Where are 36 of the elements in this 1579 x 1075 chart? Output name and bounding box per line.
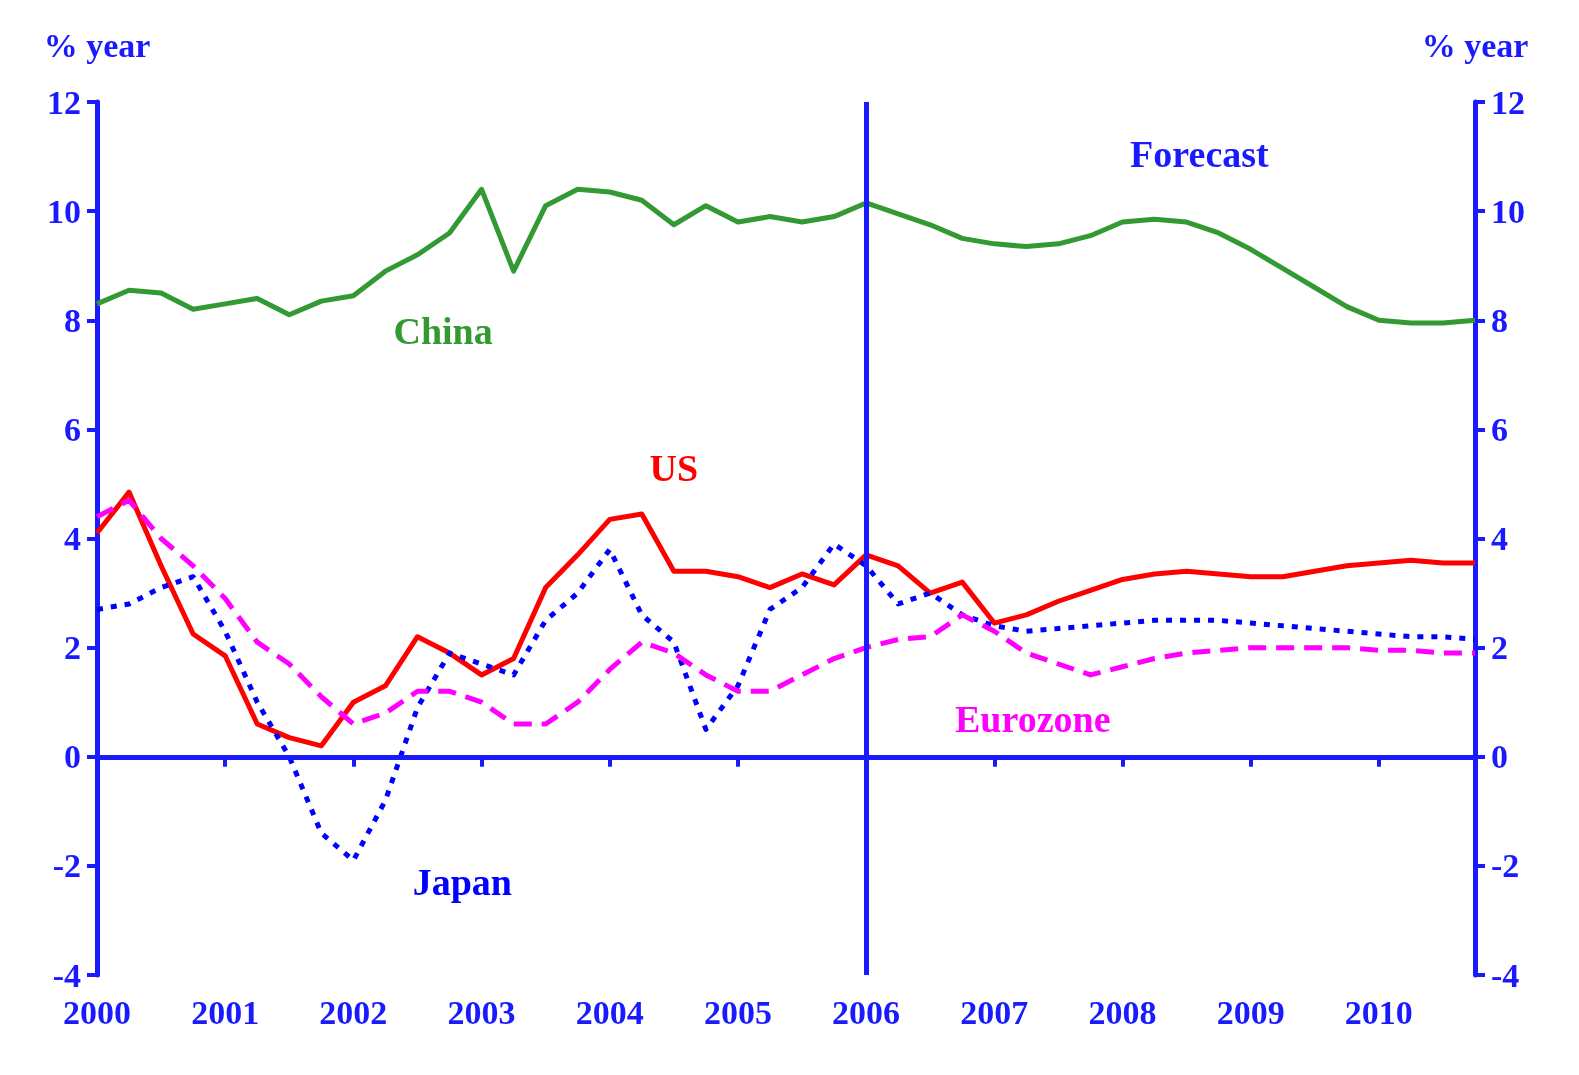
y-tick-label: 4 [64,520,81,557]
y-tick-label: -2 [52,847,81,885]
annotation: Forecast [1130,132,1270,175]
x-tick-label: 2010 [1344,993,1413,1031]
series-label: Japan [412,861,512,904]
x-tick-label: 2007 [960,993,1029,1031]
series-label: US [649,446,699,489]
y-tick-label: -4 [52,956,81,994]
y2-axis-title: % year [1421,26,1529,64]
series-label: China [393,310,493,353]
y2-tick-label: 0 [1491,738,1508,776]
y-tick-label: 6 [64,410,81,448]
y-tick-label: 12 [47,83,81,121]
y-tick-label: 8 [64,301,81,339]
x-tick-label: 2000 [63,993,131,1031]
x-tick-label: 2002 [319,993,388,1031]
x-tick-label: 2008 [1088,993,1157,1031]
y2-tick-label: 2 [1491,629,1508,667]
y-axis-title: % year [43,26,151,64]
x-tick-label: 2005 [703,993,772,1031]
x-tick-label: 2004 [575,993,644,1031]
x-tick-label: 2001 [191,993,260,1031]
y2-tick-label: -2 [1491,847,1520,885]
series-label: Eurozone [954,697,1111,740]
x-tick-label: 2003 [447,993,516,1031]
y2-tick-label: 4 [1491,520,1508,557]
y-tick-label: 2 [64,629,81,667]
y2-tick-label: 12 [1491,83,1525,121]
x-tick-label: 2009 [1216,993,1285,1031]
y2-tick-label: 8 [1491,301,1508,339]
x-tick-label: 2006 [832,993,901,1031]
y2-tick-label: -4 [1491,956,1520,994]
y2-tick-label: 10 [1491,192,1525,230]
y-tick-label: 10 [47,192,81,230]
y-tick-label: 0 [64,738,81,776]
y2-tick-label: 6 [1491,410,1508,448]
